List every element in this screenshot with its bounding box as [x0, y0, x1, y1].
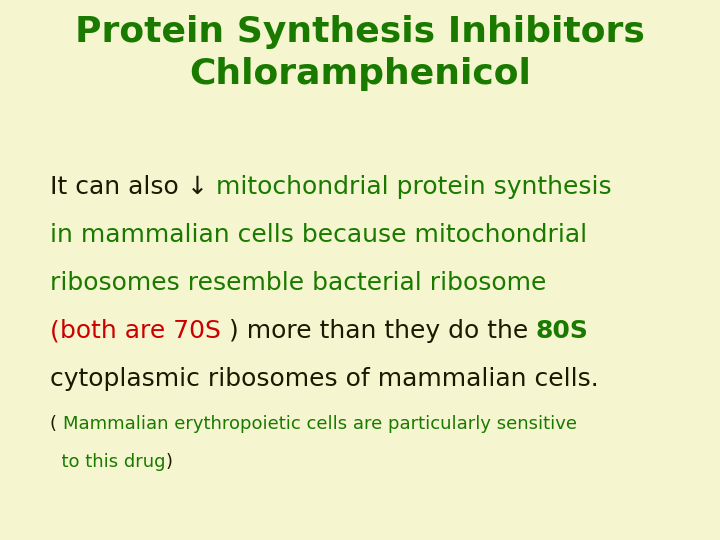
Text: ): ) — [166, 453, 173, 471]
Text: in mammalian cells because mitochondrial: in mammalian cells because mitochondrial — [50, 223, 587, 247]
Text: ribosomes resemble bacterial ribosome: ribosomes resemble bacterial ribosome — [50, 271, 546, 295]
Text: mitochondrial protein synthesis: mitochondrial protein synthesis — [208, 175, 611, 199]
Text: Mammalian erythropoietic cells are particularly sensitive: Mammalian erythropoietic cells are parti… — [63, 415, 577, 433]
Text: 80S: 80S — [536, 319, 589, 343]
Text: ) more than they do the: ) more than they do the — [229, 319, 536, 343]
Text: (: ( — [50, 415, 63, 433]
Text: (: ( — [50, 319, 60, 343]
Text: Protein Synthesis Inhibitors
Chloramphenicol: Protein Synthesis Inhibitors Chloramphen… — [75, 15, 645, 91]
Text: cytoplasmic ribosomes of mammalian cells.: cytoplasmic ribosomes of mammalian cells… — [50, 367, 599, 391]
Text: It can also: It can also — [50, 175, 186, 199]
Text: to this drug: to this drug — [50, 453, 166, 471]
Text: ↓: ↓ — [186, 175, 208, 199]
Text: both are 70S: both are 70S — [60, 319, 229, 343]
